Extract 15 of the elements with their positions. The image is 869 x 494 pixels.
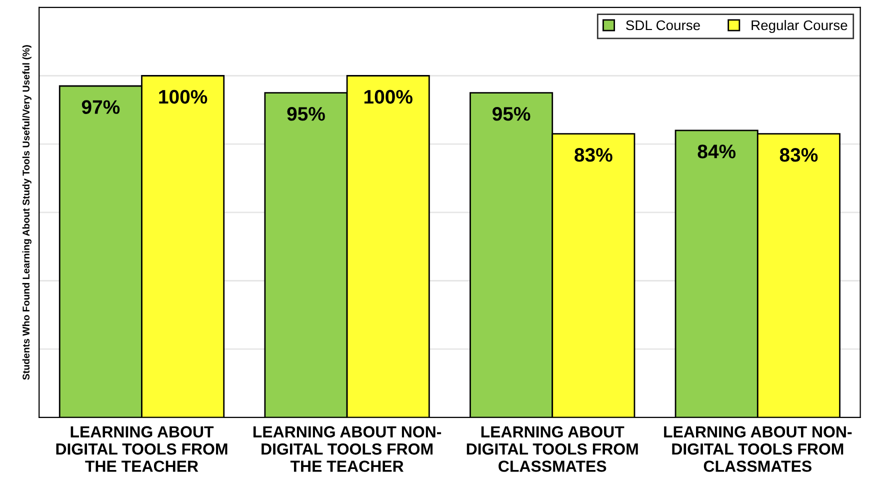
y-axis-title: Students Who Found Learning About Study Tools Useful/Very Useful (%): [22, 45, 32, 380]
legend-label: Regular Course: [752, 20, 848, 33]
x-tick-label: LEARNING ABOUT DIGITAL TOOLS FROM THE TEACHER: [56, 426, 228, 472]
data-label: 84%: [698, 144, 736, 158]
data-label: 97%: [82, 100, 120, 114]
data-label: 100%: [159, 90, 208, 104]
legend-label: SDL Course: [626, 20, 700, 30]
x-tick-label: LEARNING ABOUT DIGITAL TOOLS FROM CLASSMATES: [466, 426, 638, 472]
x-tick-label: LEARNING ABOUT NON- DIGITAL TOOLS FROM CLASSMATES: [664, 426, 852, 472]
data-label: 83%: [574, 148, 612, 162]
data-label: 95%: [492, 107, 530, 121]
data-label: 95%: [287, 107, 325, 121]
x-tick-label: LEARNING ABOUT NON- DIGITAL TOOLS FROM THE TEACHER: [253, 426, 442, 472]
data-label: 100%: [364, 90, 412, 104]
data-label: 83%: [780, 148, 818, 162]
